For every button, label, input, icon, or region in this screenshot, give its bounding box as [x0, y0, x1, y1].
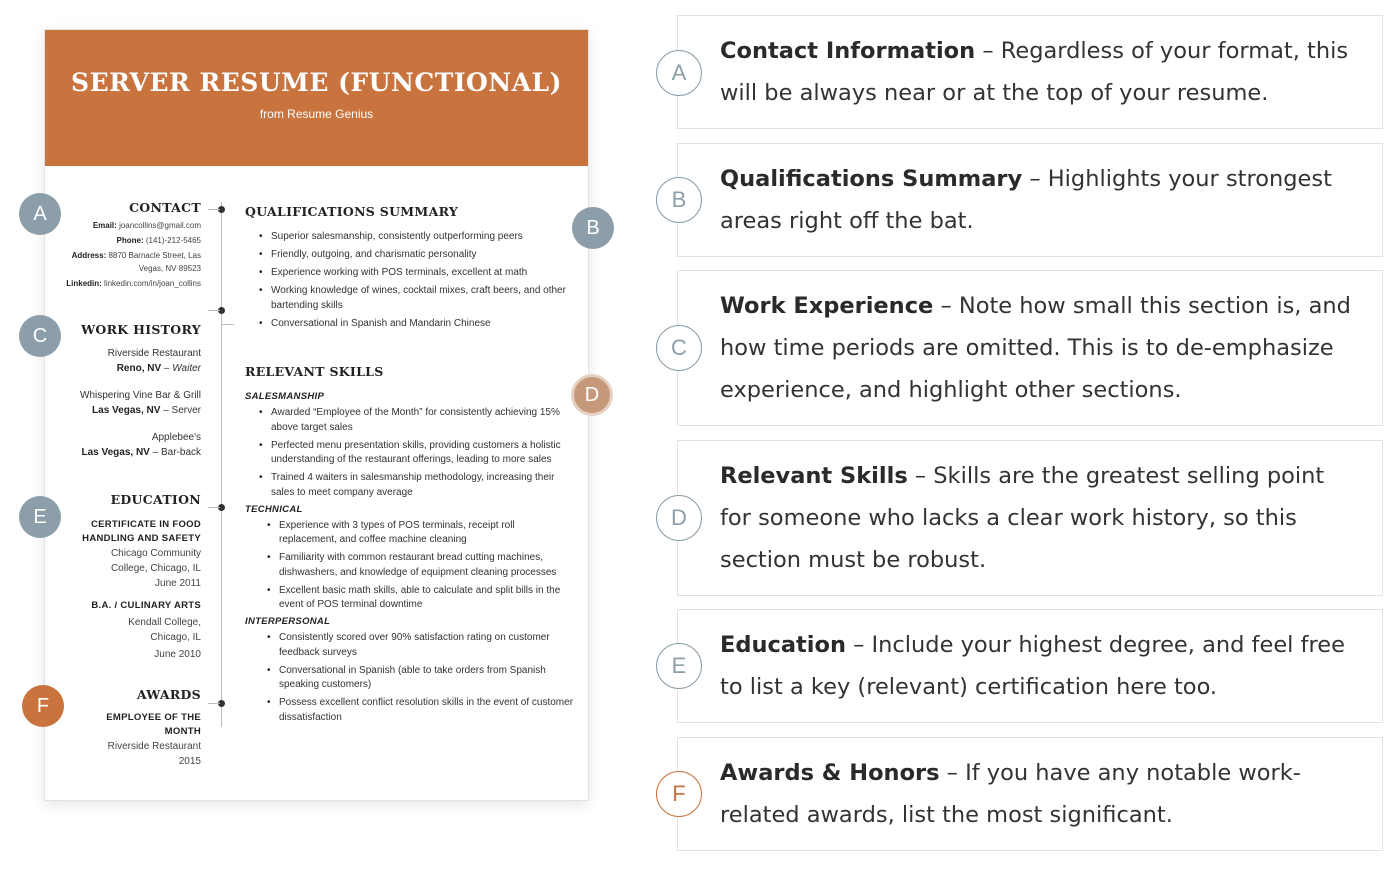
list-item: Superior salesmanship, consistently outp… [257, 230, 575, 245]
skills-section: RELEVANT SKILLS SALESMANSHIP Awarded “Em… [245, 364, 575, 729]
explanation-card-c: C Work Experience – Note how small this … [656, 270, 1383, 426]
resume-preview: SERVER RESUME (FUNCTIONAL) from Resume G… [44, 29, 589, 801]
education-heading: EDUCATION [110, 492, 201, 507]
list-item: Perfected menu presentation skills, prov… [257, 439, 575, 468]
explanation-card-b: B Qualifications Summary – Highlights yo… [656, 143, 1383, 257]
skills-subheading: INTERPERSONAL [245, 616, 331, 627]
badge-c: C [19, 315, 61, 357]
job-item: Applebee's Las Vegas, NV – Bar-back [81, 432, 201, 458]
badge-f: F [22, 685, 64, 727]
list-item: Awarded “Employee of the Month” for cons… [257, 406, 575, 435]
list-item: Friendly, outgoing, and charismatic pers… [257, 248, 575, 263]
explanation-text: Contact Information – Regardless of your… [720, 38, 1349, 106]
education-section: EDUCATION CERTIFICATE IN FOOD HANDLING A… [45, 492, 201, 662]
contact-heading: CONTACT [129, 200, 201, 215]
timeline-line [221, 202, 222, 727]
resume-title: SERVER RESUME (FUNCTIONAL) [71, 68, 562, 97]
badge-d: D [571, 374, 613, 416]
explanation-card-a: A Contact Information – Regardless of yo… [656, 15, 1383, 129]
contact-address: Address: 8870 Barnacle Street, Las Vegas,… [71, 251, 201, 273]
qualifications-section: QUALIFICATIONS SUMMARY Superior salesman… [245, 204, 575, 335]
explanation-text: Education – Include your highest degree,… [720, 632, 1345, 700]
timeline-dot [218, 206, 225, 213]
letter-circle: C [656, 325, 702, 371]
list-item: Excellent basic math skills, able to cal… [265, 584, 575, 613]
awards-section: AWARDS EMPLOYEE OF THE MONTH Riverside R… [45, 687, 201, 769]
timeline-dot [218, 307, 225, 314]
letter-circle: A [656, 50, 702, 96]
explanation-text: Awards & Honors – If you have any notabl… [720, 760, 1301, 828]
badge-a: A [19, 193, 61, 235]
skills-subheading: TECHNICAL [245, 503, 303, 515]
award-item: EMPLOYEE OF THE MONTH Riverside Restaura… [106, 712, 201, 767]
job-item: Whispering Vine Bar & Grill Las Vegas, N… [80, 390, 201, 416]
list-item: Consistently scored over 90% satisfactio… [265, 631, 575, 660]
list-item: Conversational in Spanish and Mandarin C… [257, 317, 575, 332]
explanation-card-e: E Education – Include your highest degre… [656, 609, 1383, 723]
explanation-text: Qualifications Summary – Highlights your… [720, 166, 1332, 234]
resume-banner: SERVER RESUME (FUNCTIONAL) from Resume G… [45, 30, 588, 166]
list-item: Familiarity with common restaurant bread… [265, 551, 575, 580]
explanation-card-d: D Relevant Skills – Skills are the great… [656, 440, 1383, 596]
letter-circle: D [656, 495, 702, 541]
explanation-card-f: F Awards & Honors – If you have any nota… [656, 737, 1383, 851]
list-item: Possess excellent conflict resolution sk… [265, 696, 575, 725]
badge-b: B [572, 207, 614, 249]
contact-phone: Phone: (141)-212-5465 [116, 236, 202, 245]
job-item: Riverside Restaurant Reno, NV – Waiter [107, 348, 201, 374]
explanation-text: Relevant Skills – Skills are the greates… [720, 463, 1325, 573]
skills-subheading: SALESMANSHIP [245, 391, 325, 402]
contact-email: Email: joancollins@gmail.com [92, 221, 201, 230]
timeline-dot [218, 504, 225, 511]
education-item: B.A. / CULINARY ARTS Kendall College, Ch… [91, 600, 201, 660]
letter-circle: F [656, 771, 702, 817]
list-item: Trained 4 waiters in salesmanship method… [257, 471, 575, 500]
work-history-section: WORK HISTORY Riverside Restaurant Reno, … [45, 322, 201, 460]
letter-circle: E [656, 643, 702, 689]
list-item: Experience with 3 types of POS terminals… [265, 519, 575, 548]
qualifications-heading: QUALIFICATIONS SUMMARY [245, 204, 459, 219]
awards-heading: AWARDS [136, 687, 201, 702]
skills-heading: RELEVANT SKILLS [245, 364, 384, 379]
list-item: Conversational in Spanish (able to take … [265, 664, 575, 693]
letter-circle: B [656, 177, 702, 223]
contact-linkedin: Linkedin: linkedin.com/in/joan_collins [66, 279, 201, 288]
timeline-dot [218, 700, 225, 707]
list-item: Working knowledge of wines, cocktail mix… [257, 284, 575, 313]
list-item: Experience working with POS terminals, e… [257, 266, 575, 281]
resume-subtitle: from Resume Genius [259, 107, 374, 121]
education-item: CERTIFICATE IN FOOD HANDLING AND SAFETY … [82, 519, 201, 589]
contact-section: CONTACT Email: joancollins@gmail.com Pho… [45, 200, 201, 290]
badge-e: E [19, 496, 61, 538]
work-history-heading: WORK HISTORY [81, 322, 201, 337]
explanation-text: Work Experience – Note how small this se… [720, 293, 1351, 403]
